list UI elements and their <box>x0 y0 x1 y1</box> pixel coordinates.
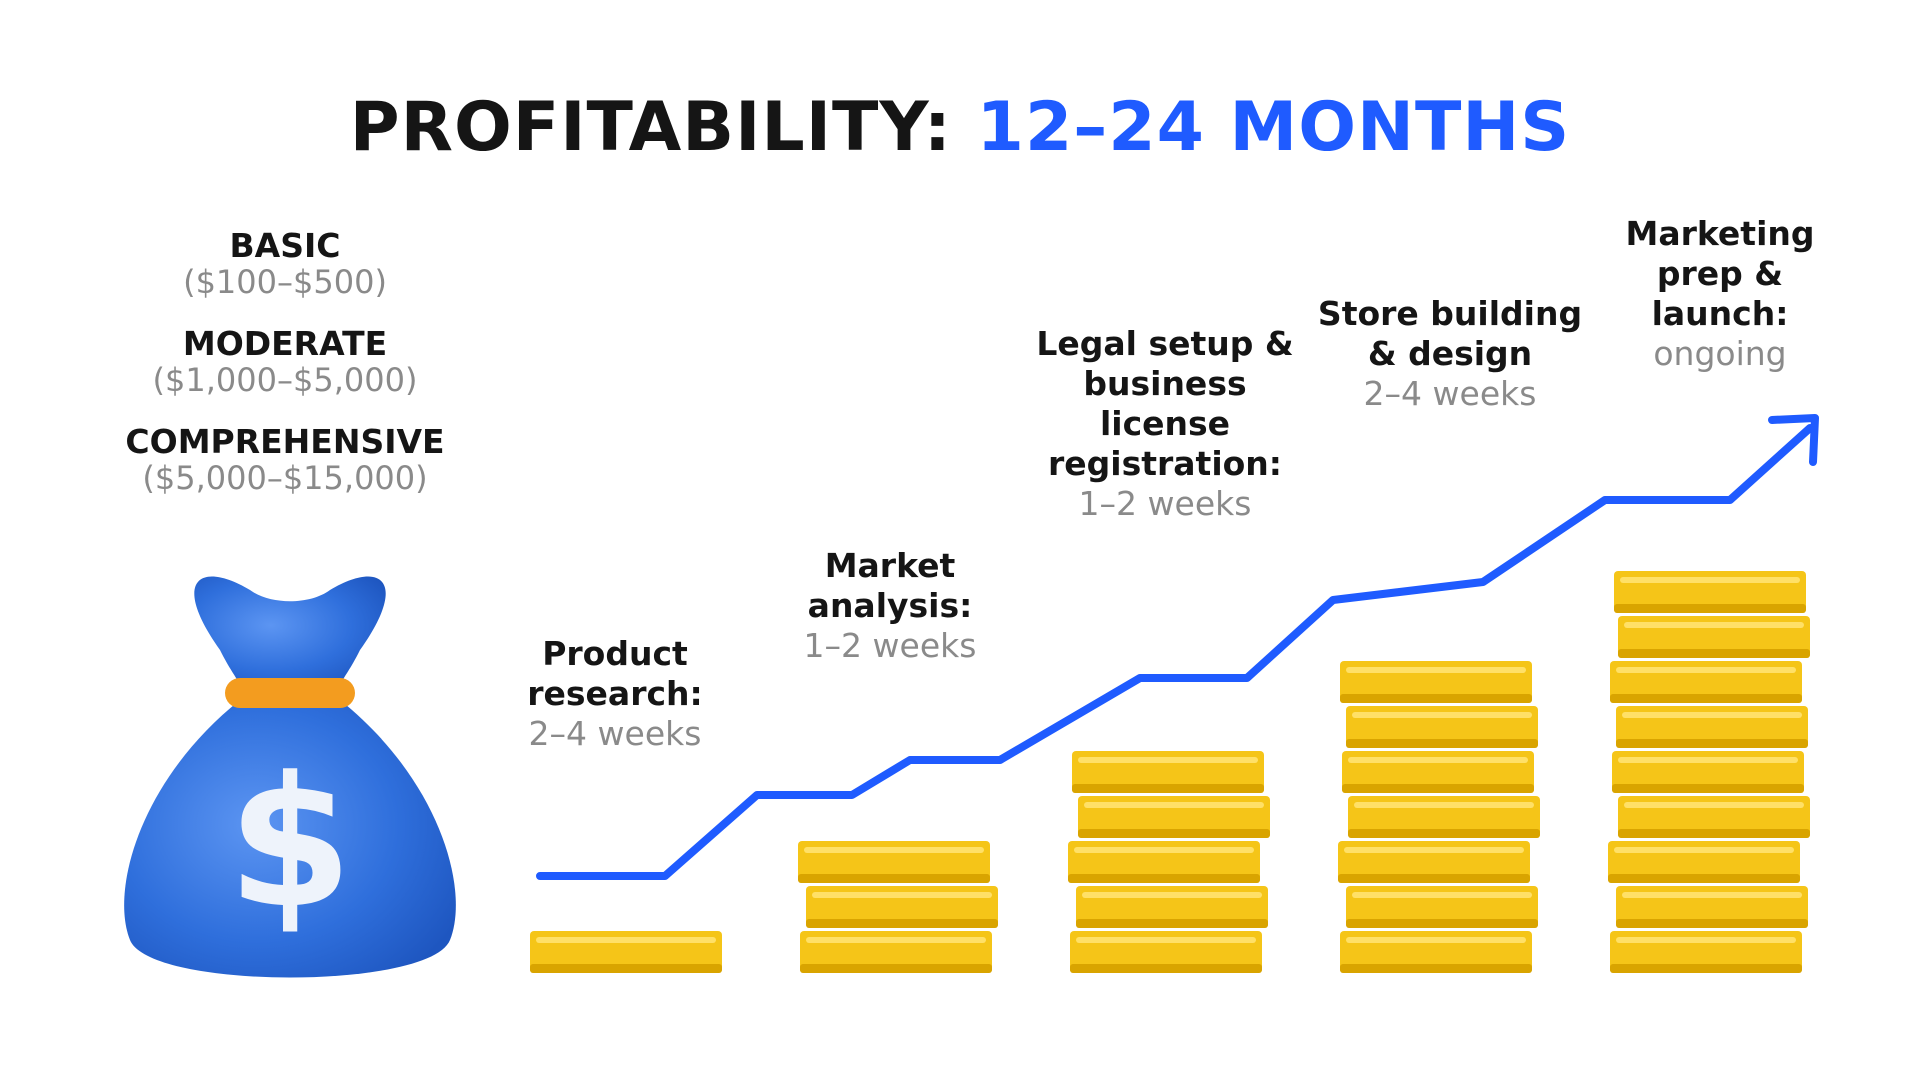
page-title: PROFITABILITY: 12–24 MONTHS <box>0 88 1920 167</box>
plan-basic: BASIC ($100–$500) <box>100 226 470 301</box>
step-duration: 1–2 weeks <box>803 626 977 665</box>
coin <box>1614 571 1806 613</box>
step-legal-setup: Legal setup & business license registrat… <box>1015 324 1315 524</box>
coin <box>1616 706 1808 748</box>
coin <box>806 886 998 928</box>
growth-line <box>536 424 1814 880</box>
coin <box>800 931 992 973</box>
step-product-research: Product research: 2–4 weeks <box>470 634 760 754</box>
title-accent: 12–24 MONTHS <box>976 88 1571 167</box>
arrow-head-icon <box>1768 414 1819 466</box>
coin-stacks <box>530 571 1810 973</box>
coin <box>1338 841 1530 883</box>
title-prefix: PROFITABILITY: <box>349 88 952 167</box>
plan-moderate: MODERATE ($1,000–$5,000) <box>100 324 470 399</box>
step-name: Legal setup & business license registrat… <box>1036 324 1294 483</box>
coin <box>1618 616 1810 658</box>
coin <box>1068 841 1260 883</box>
coin <box>1076 886 1268 928</box>
coin <box>1618 796 1810 838</box>
step-name: Market analysis: <box>807 546 973 625</box>
coin <box>1610 931 1802 973</box>
coin <box>1340 931 1532 973</box>
coin <box>1616 886 1808 928</box>
coin <box>1070 931 1262 973</box>
coin <box>1610 661 1802 703</box>
coin <box>1340 661 1532 703</box>
dollar-sign: $ <box>227 739 352 948</box>
step-duration: 2–4 weeks <box>1363 374 1537 413</box>
plan-name: BASIC <box>229 226 341 265</box>
plan-price: ($1,000–$5,000) <box>152 361 418 399</box>
coin <box>1346 706 1538 748</box>
coin <box>1072 751 1264 793</box>
plan-comprehensive: COMPREHENSIVE ($5,000–$15,000) <box>100 422 470 497</box>
step-market-analysis: Market analysis: 1–2 weeks <box>745 546 1035 666</box>
coin <box>1348 796 1540 838</box>
step-duration: ongoing <box>1653 334 1787 373</box>
coin <box>1078 796 1270 838</box>
step-marketing-launch: Marketing prep & launch: ongoing <box>1595 214 1845 374</box>
step-duration: 2–4 weeks <box>528 714 702 753</box>
money-bag-icon: $ <box>124 576 456 978</box>
pricing-tiers: BASIC ($100–$500) MODERATE ($1,000–$5,00… <box>100 228 470 522</box>
plan-name: MODERATE <box>182 324 388 363</box>
plan-price: ($5,000–$15,000) <box>142 459 428 497</box>
coin <box>798 841 990 883</box>
plan-price: ($100–$500) <box>183 263 387 301</box>
step-store-building: Store building & design 2–4 weeks <box>1305 294 1595 414</box>
coin <box>1346 886 1538 928</box>
step-name: Product research: <box>527 634 703 713</box>
coin <box>1608 841 1800 883</box>
step-name: Store building & design <box>1317 294 1583 373</box>
coin <box>1612 751 1804 793</box>
coin <box>530 931 722 973</box>
step-duration: 1–2 weeks <box>1078 484 1252 523</box>
step-name: Marketing prep & launch: <box>1625 214 1815 333</box>
coin <box>1342 751 1534 793</box>
plan-name: COMPREHENSIVE <box>125 422 445 461</box>
